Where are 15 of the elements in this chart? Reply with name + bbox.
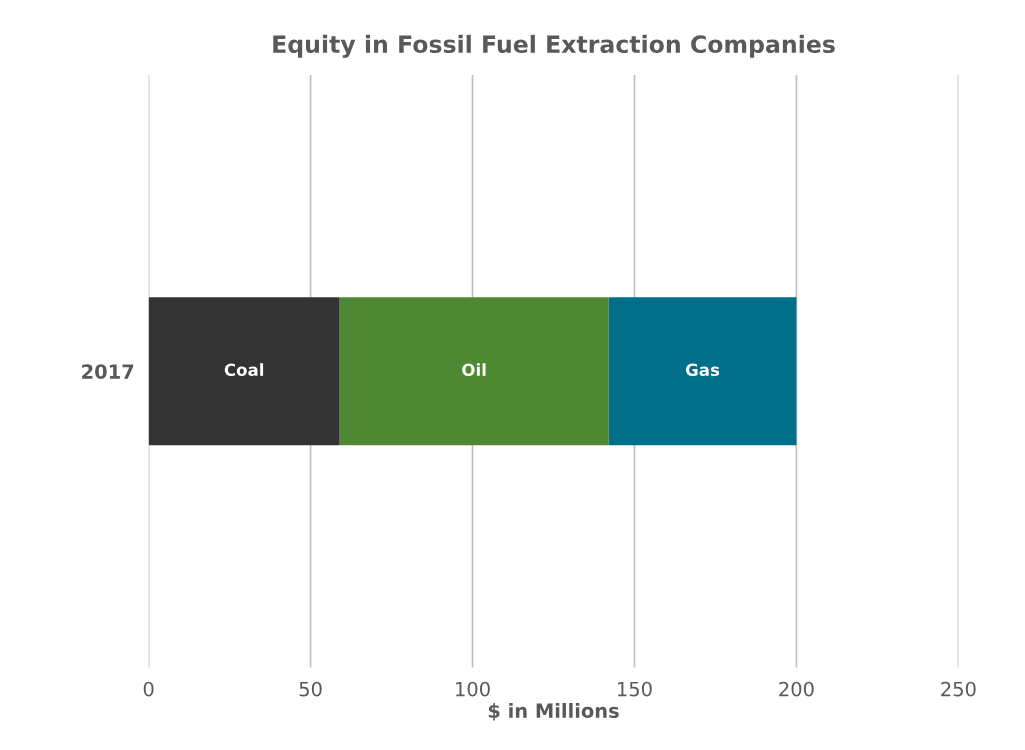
x-tick-label: 100 <box>456 681 490 697</box>
x-tick-label: 200 <box>779 681 814 697</box>
bar <box>148 297 340 446</box>
bar <box>339 297 609 446</box>
chart-title: Equity in Fossil Fuel Extraction Companies <box>273 34 835 58</box>
series-label: Coal <box>224 363 264 377</box>
x-tick-label: 0 <box>143 681 154 697</box>
series-label: Oil <box>462 363 486 377</box>
x-tick-label: 50 <box>299 681 322 697</box>
x-tick-label: 150 <box>618 681 652 697</box>
bar <box>608 297 797 446</box>
x-axis-title: $ in Millions <box>488 702 619 721</box>
series-label: Gas <box>685 363 720 377</box>
y-tick-label: 2017 <box>82 364 134 379</box>
x-tick-label: 250 <box>941 681 976 697</box>
